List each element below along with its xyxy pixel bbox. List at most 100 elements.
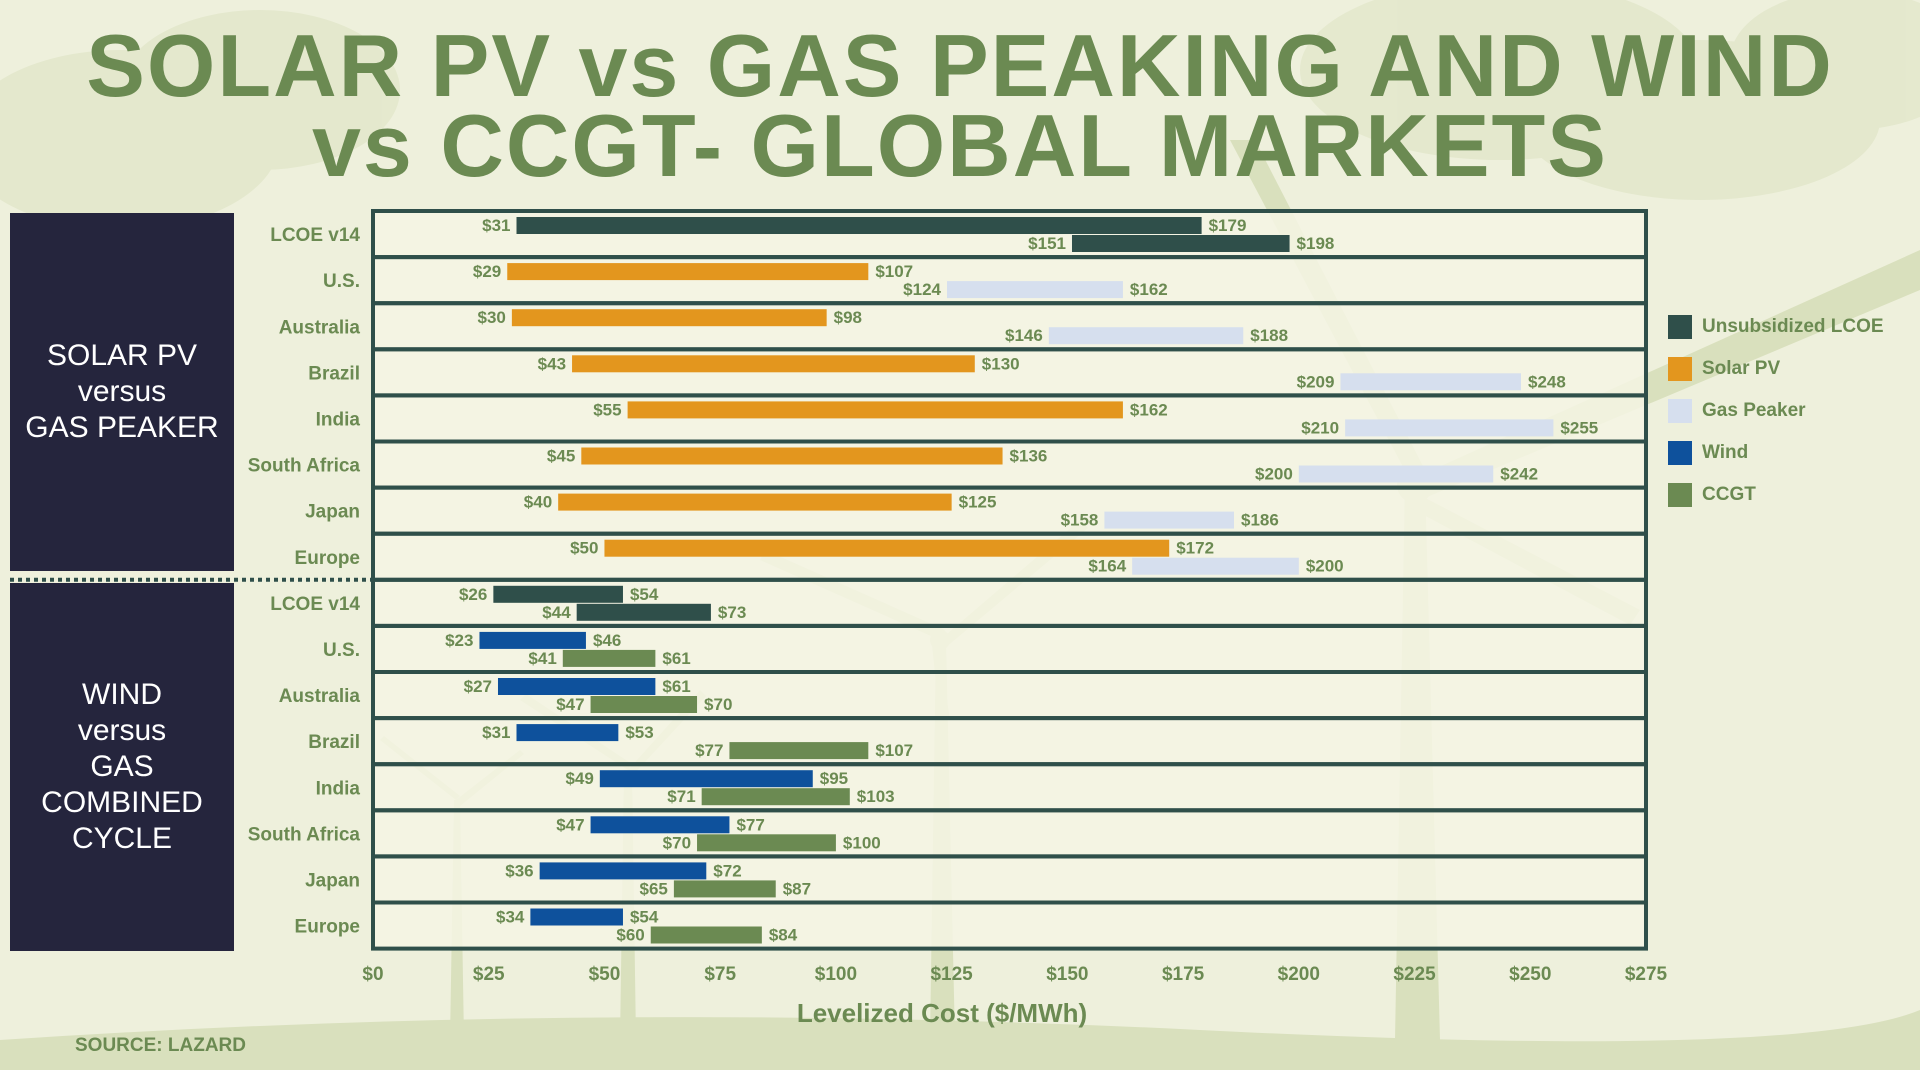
bar-low-label: $29 xyxy=(473,262,501,281)
range-bar xyxy=(1345,419,1554,437)
x-tick-label: $275 xyxy=(1625,964,1668,985)
bar-low-label: $47 xyxy=(556,815,584,834)
bar-low-label: $71 xyxy=(667,787,695,806)
legend-swatch-icon xyxy=(1668,483,1692,507)
bar-high-label: $84 xyxy=(769,926,798,945)
panel-line: versus xyxy=(77,714,167,747)
range-bar xyxy=(558,493,952,511)
bar-low-label: $200 xyxy=(1255,465,1293,484)
category-label: Europe xyxy=(295,917,360,938)
panel-line: WIND xyxy=(82,678,162,711)
bar-high-label: $98 xyxy=(834,308,862,327)
bar-low-label: $158 xyxy=(1061,511,1099,530)
bar-low-label: $23 xyxy=(445,631,473,650)
bar-low-label: $34 xyxy=(496,908,525,927)
range-bar xyxy=(1071,235,1290,252)
bar-low-label: $31 xyxy=(482,723,510,742)
category-label: South Africa xyxy=(248,456,361,477)
category-label: LCOE v14 xyxy=(270,225,360,246)
range-bar xyxy=(1104,511,1235,529)
bar-low-label: $50 xyxy=(570,539,598,558)
bar-high-label: $95 xyxy=(820,769,848,788)
source-note: SOURCE: LAZARD xyxy=(75,1035,246,1056)
panel-line: GAS PEAKER xyxy=(25,411,219,444)
bar-high-label: $73 xyxy=(718,603,746,622)
bar-low-label: $26 xyxy=(459,585,487,604)
range-bar xyxy=(1048,327,1244,345)
legend-swatch-icon xyxy=(1668,315,1692,339)
bar-high-label: $87 xyxy=(783,879,811,898)
range-bar xyxy=(604,539,1170,557)
panel-line: COMBINED xyxy=(41,786,203,819)
bar-high-label: $255 xyxy=(1560,418,1598,437)
bar-high-label: $61 xyxy=(662,677,690,696)
bar-low-label: $49 xyxy=(565,769,593,788)
category-label: India xyxy=(316,409,361,430)
range-bar xyxy=(590,816,730,834)
legend-item-solar-pv: Solar PV xyxy=(1668,348,1884,390)
bar-high-label: $162 xyxy=(1130,280,1168,299)
panel-line: GAS xyxy=(90,750,154,783)
x-tick-label: $0 xyxy=(362,964,383,985)
bar-low-label: $65 xyxy=(640,879,668,898)
bar-high-label: $125 xyxy=(959,493,997,512)
category-label: Japan xyxy=(305,870,360,891)
category-label: South Africa xyxy=(248,824,361,845)
legend-label: Unsubsidized LCOE xyxy=(1702,316,1884,337)
range-bar xyxy=(627,401,1123,419)
x-tick-label: $200 xyxy=(1278,964,1320,985)
x-axis-label: Levelized Cost ($/MWh) xyxy=(796,998,1088,1028)
range-bar xyxy=(701,788,850,806)
bar-low-label: $77 xyxy=(695,741,723,760)
bar-high-label: $46 xyxy=(593,631,621,650)
row-frame xyxy=(371,900,1648,951)
bar-low-label: $209 xyxy=(1297,372,1335,391)
legend-label: CCGT xyxy=(1702,484,1756,505)
range-bar xyxy=(947,281,1123,299)
x-tick-label: $25 xyxy=(473,964,505,985)
bar-high-label: $53 xyxy=(625,723,653,742)
bar-low-label: $60 xyxy=(616,926,644,945)
bar-low-label: $47 xyxy=(556,695,584,714)
category-label: Brazil xyxy=(308,732,360,753)
x-tick-label: $250 xyxy=(1509,964,1551,985)
bar-high-label: $72 xyxy=(713,861,741,880)
category-label: U.S. xyxy=(323,271,360,292)
category-label: Australia xyxy=(279,317,361,338)
range-bar xyxy=(1340,373,1522,391)
bar-low-label: $27 xyxy=(464,677,492,696)
range-bar xyxy=(507,263,869,281)
bar-low-label: $31 xyxy=(482,216,510,235)
range-bar xyxy=(729,742,869,760)
range-bar xyxy=(576,603,711,621)
range-bar xyxy=(590,696,698,713)
range-bar xyxy=(516,724,619,742)
range-bar xyxy=(673,880,776,898)
x-tick-label: $225 xyxy=(1393,964,1436,985)
range-bar xyxy=(572,355,975,373)
range-bar xyxy=(516,217,1202,234)
bar-low-label: $55 xyxy=(593,400,621,419)
range-bar xyxy=(497,678,656,695)
range-bar xyxy=(530,908,623,926)
range-bar xyxy=(697,834,836,852)
group-panel-wind-vs-ccgt: WIND versus GAS COMBINED CYCLE xyxy=(10,583,234,951)
bar-high-label: $100 xyxy=(843,833,881,852)
x-tick-label: $75 xyxy=(704,964,736,985)
bar-high-label: $188 xyxy=(1250,326,1288,345)
bar-low-label: $41 xyxy=(528,649,556,668)
bar-high-label: $162 xyxy=(1130,400,1168,419)
x-tick-label: $50 xyxy=(589,964,621,985)
bar-high-label: $242 xyxy=(1500,465,1538,484)
bar-high-label: $54 xyxy=(630,908,659,927)
bar-high-label: $77 xyxy=(736,815,764,834)
x-tick-label: $100 xyxy=(815,964,857,985)
category-label: Brazil xyxy=(308,363,360,384)
bar-high-label: $54 xyxy=(630,585,659,604)
bar-high-label: $200 xyxy=(1306,557,1344,576)
category-label: Australia xyxy=(279,686,361,707)
legend-swatch-icon xyxy=(1668,357,1692,381)
range-bar xyxy=(581,447,1003,465)
category-label: LCOE v14 xyxy=(270,594,360,615)
